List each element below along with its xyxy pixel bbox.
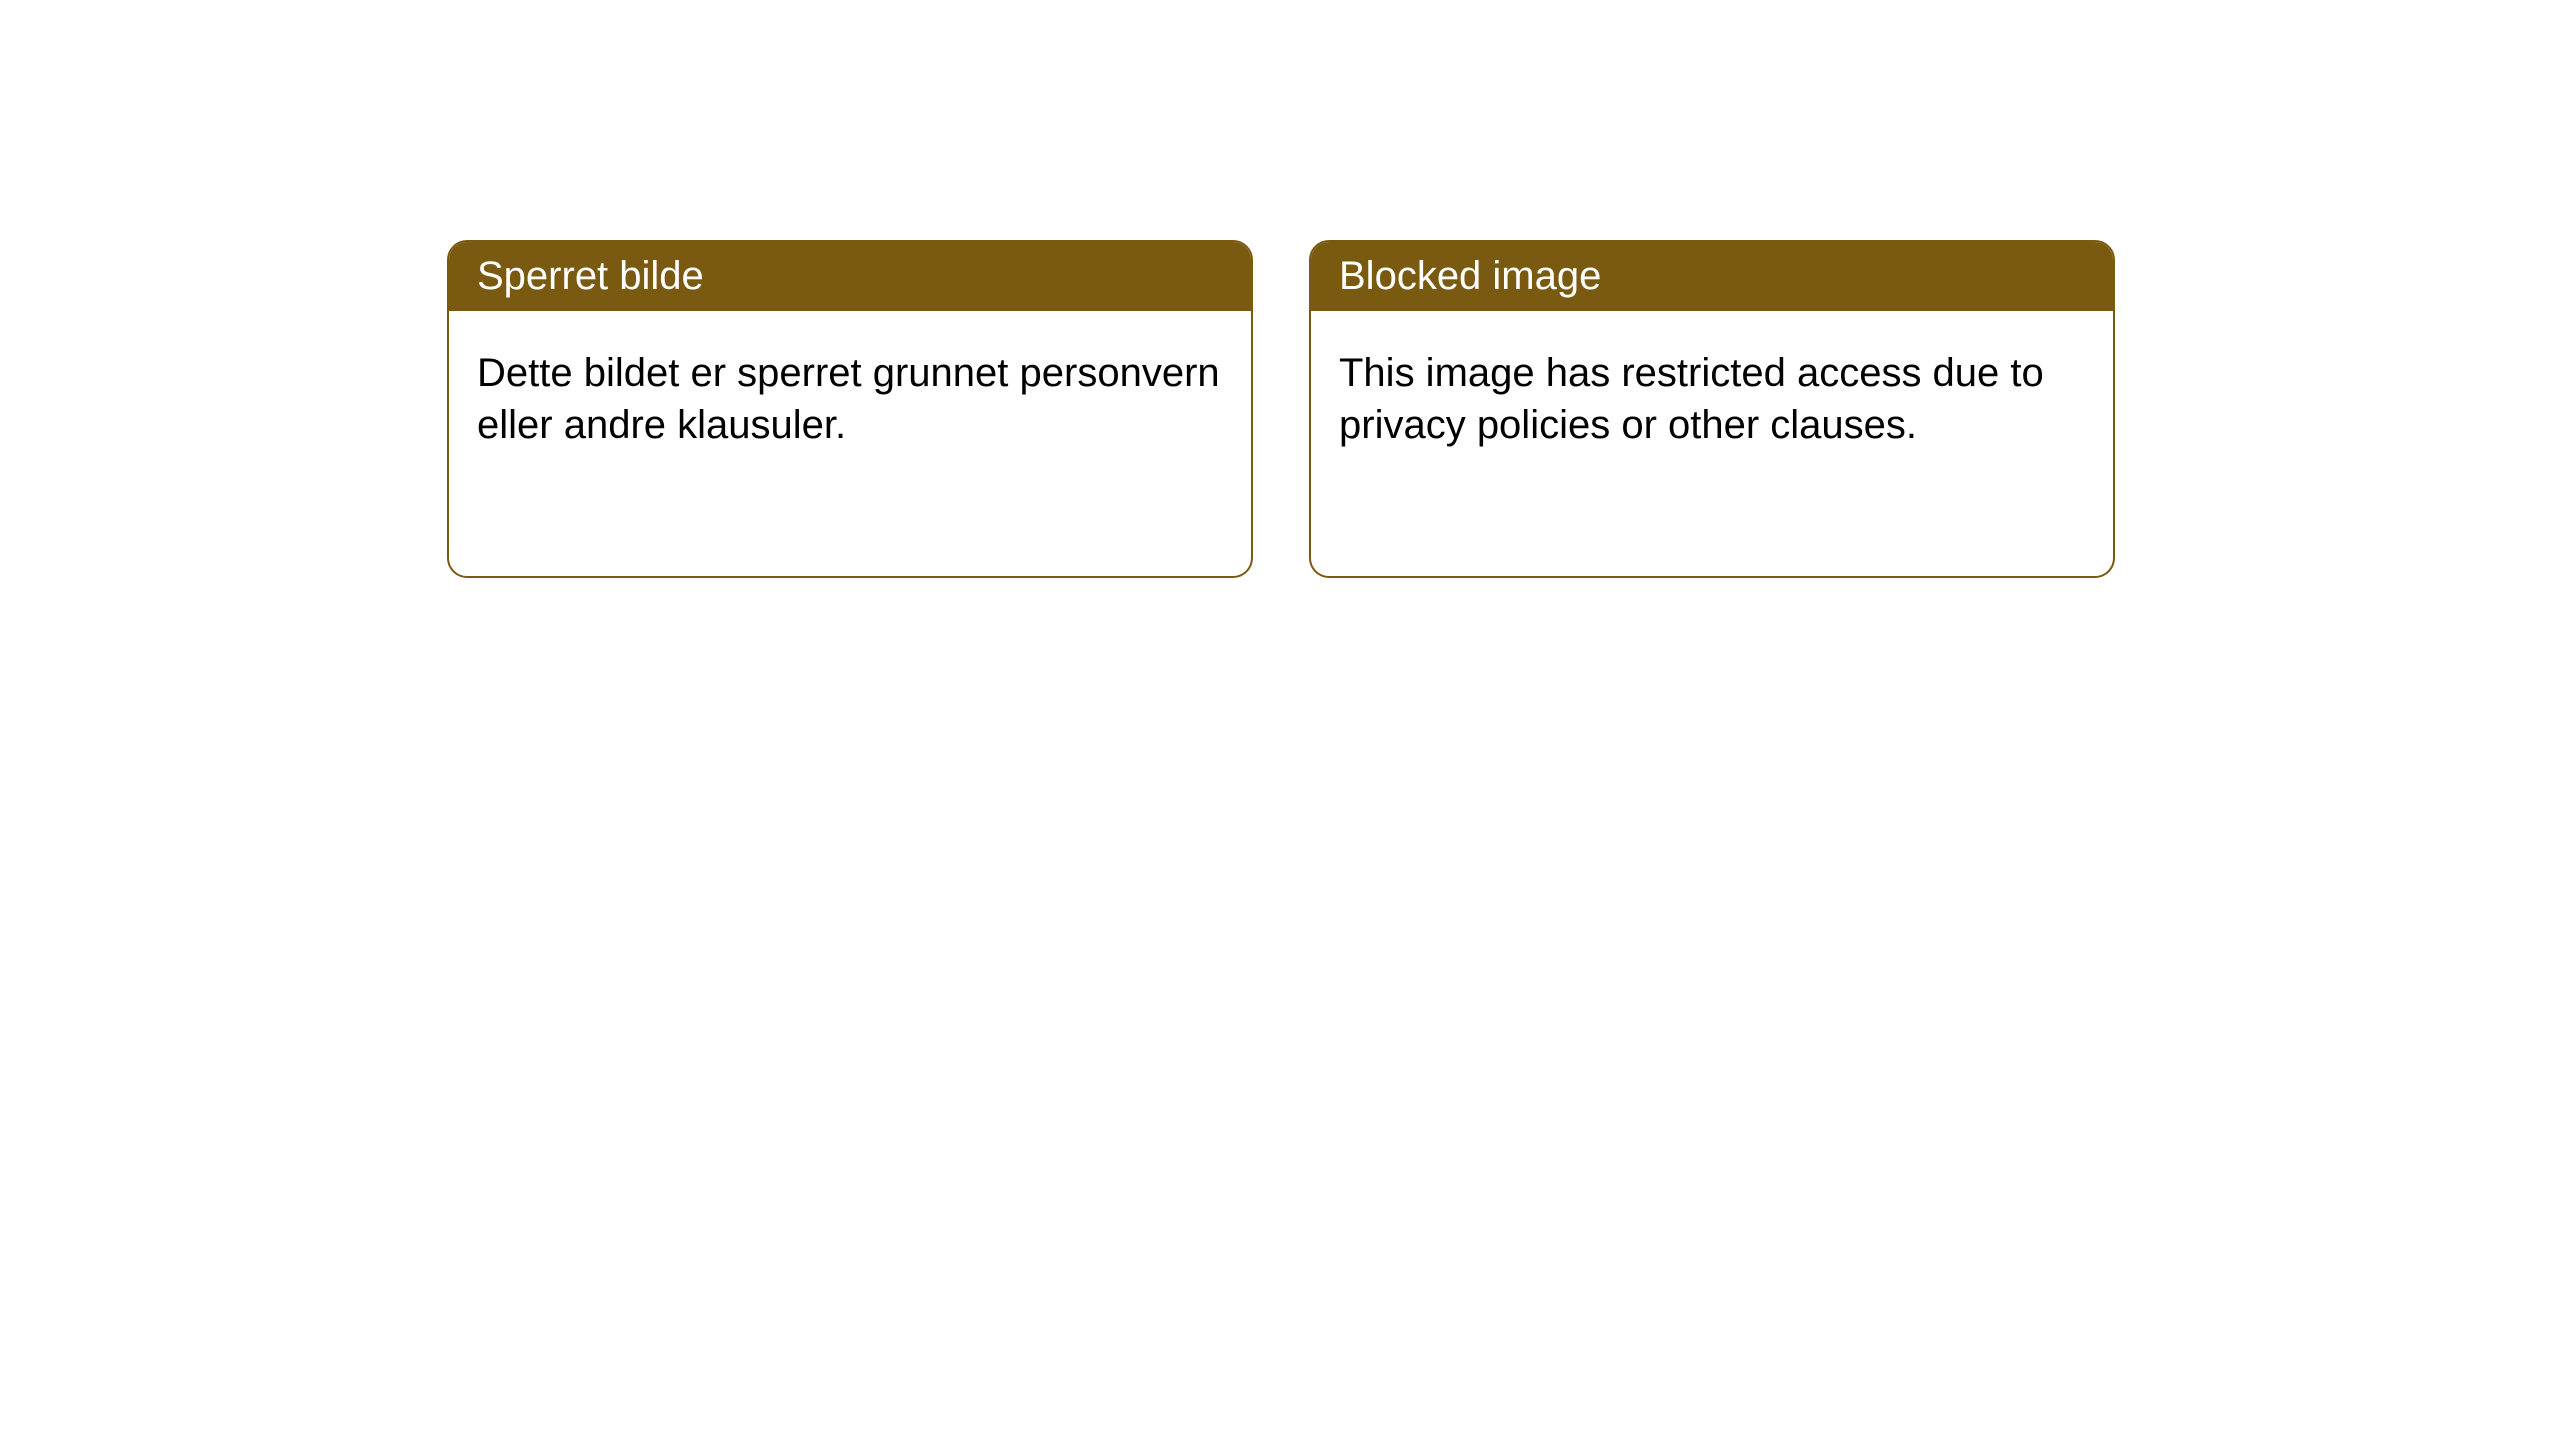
notice-card-english: Blocked image This image has restricted … (1309, 240, 2115, 578)
notice-card-norwegian: Sperret bilde Dette bildet er sperret gr… (447, 240, 1253, 578)
notice-body: Dette bildet er sperret grunnet personve… (449, 311, 1251, 487)
notice-body: This image has restricted access due to … (1311, 311, 2113, 487)
notice-title: Blocked image (1311, 242, 2113, 311)
notice-container: Sperret bilde Dette bildet er sperret gr… (447, 240, 2115, 578)
notice-title: Sperret bilde (449, 242, 1251, 311)
